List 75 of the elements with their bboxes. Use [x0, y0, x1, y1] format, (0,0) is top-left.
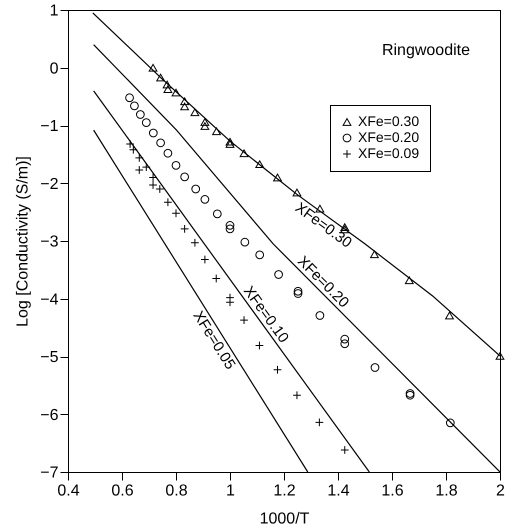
- point: [164, 148, 172, 158]
- point: [240, 238, 250, 247]
- point: [370, 250, 379, 258]
- point: [148, 64, 158, 72]
- x-tick-label: 1.6: [381, 482, 404, 500]
- point: [406, 389, 414, 398]
- y-tick-label: 1: [50, 2, 59, 20]
- point: [156, 138, 165, 148]
- point: [172, 160, 180, 170]
- annotation: Ringwoodite: [382, 42, 470, 59]
- legend-label: XFe=0.20: [358, 129, 420, 145]
- point: [226, 140, 234, 148]
- y-tick-label: −5: [40, 349, 59, 366]
- x-tick-label: 0.4: [57, 482, 80, 500]
- point: [130, 102, 139, 110]
- point: [340, 334, 350, 344]
- x-tick-label: 1.8: [435, 482, 458, 500]
- x-tick-label: 0.8: [165, 482, 188, 500]
- x-tick-label: 1.2: [273, 482, 296, 500]
- point: [226, 224, 234, 234]
- y-tick-label: −6: [40, 406, 59, 424]
- point: [496, 352, 504, 360]
- point: [164, 198, 172, 207]
- point: [292, 188, 302, 196]
- x-tick-label: 1.4: [327, 482, 350, 500]
- point: [180, 224, 190, 234]
- point: [340, 339, 350, 348]
- point: [370, 363, 380, 372]
- point: [164, 85, 172, 93]
- legend-label: XFe=0.30: [358, 113, 420, 129]
- point: [240, 149, 248, 158]
- y-tick-label: −7: [40, 464, 59, 482]
- point: [255, 160, 264, 168]
- point: [445, 312, 454, 320]
- point: [212, 209, 222, 218]
- point: [446, 418, 455, 428]
- point: [190, 108, 200, 116]
- point: [172, 88, 180, 96]
- point: [190, 238, 200, 248]
- point: [180, 172, 190, 182]
- x-axis-title: 1000/T: [260, 510, 310, 528]
- x-tick-label: 2: [496, 482, 506, 500]
- point: [255, 250, 264, 260]
- point: [273, 174, 282, 182]
- point: [292, 390, 302, 400]
- point: [406, 390, 414, 400]
- point: [191, 184, 200, 194]
- point: [316, 311, 324, 320]
- point: [200, 118, 210, 126]
- point: [136, 110, 145, 119]
- point: [273, 365, 282, 374]
- point: [180, 102, 190, 110]
- y-tick-label: 0: [50, 60, 59, 78]
- point: [274, 270, 283, 279]
- y-tick-label: −3: [40, 234, 59, 250]
- point: [226, 221, 234, 230]
- point: [226, 138, 234, 146]
- x-tick-label: 0.6: [111, 482, 134, 500]
- point: [162, 80, 172, 88]
- legend-label: XFe=0.09: [358, 145, 420, 161]
- point: [404, 276, 414, 284]
- point: [148, 128, 158, 138]
- point: [200, 122, 210, 130]
- point: [212, 127, 221, 136]
- point: [314, 418, 324, 427]
- y-axis-title: Log [Conductivity (S/m)]: [14, 156, 32, 327]
- point: [200, 195, 210, 204]
- point: [125, 93, 134, 102]
- y-tick-label: −2: [40, 176, 59, 193]
- x-tick-label: 1: [226, 482, 236, 500]
- y-tick-label: −4: [40, 291, 59, 308]
- y-tick-label: −1: [40, 118, 59, 135]
- point: [142, 118, 151, 127]
- point: [180, 97, 190, 106]
- point: [156, 74, 165, 82]
